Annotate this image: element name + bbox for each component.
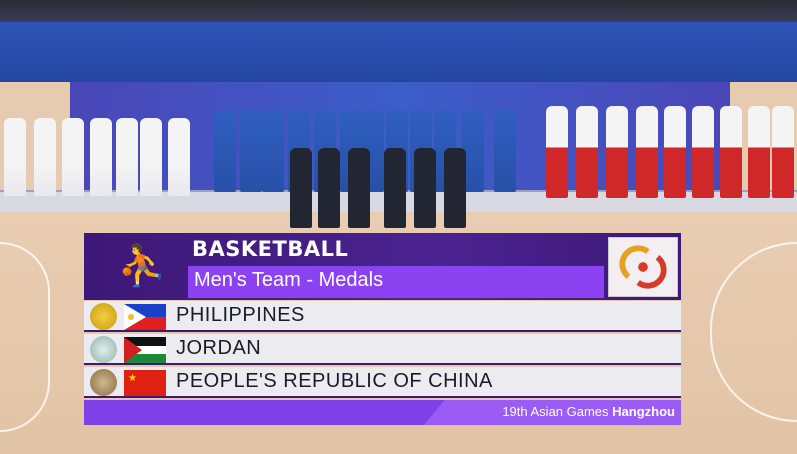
athlete xyxy=(772,106,794,198)
athlete xyxy=(290,148,312,228)
graphic-footer: 19th Asian Games Hangzhou xyxy=(84,400,681,425)
result-row-gold: PHILIPPINES xyxy=(84,301,681,332)
host-city: Hangzhou xyxy=(612,404,675,419)
athlete xyxy=(576,106,598,198)
athlete xyxy=(140,118,162,196)
basketball-pictogram-icon: ⛹ xyxy=(117,243,167,289)
svg-text:★: ★ xyxy=(128,373,137,384)
bronze-medal-icon xyxy=(90,369,117,396)
event-title: Men's Team - Medals xyxy=(188,266,604,298)
athlete xyxy=(444,148,466,228)
country-name: PEOPLE'S REPUBLIC OF CHINA xyxy=(176,370,493,392)
athlete xyxy=(664,106,686,198)
athlete xyxy=(62,118,84,196)
athlete xyxy=(494,110,516,192)
arena-stands xyxy=(0,22,797,82)
country-name: PHILIPPINES xyxy=(176,304,305,326)
athlete xyxy=(636,106,658,198)
medal-results-graphic: ⛹ BASKETBALL Men's Team - Medals PHILIPP… xyxy=(84,233,681,425)
china-flag-icon: ★ xyxy=(124,370,166,396)
athlete xyxy=(606,106,628,198)
court-arc-left xyxy=(0,242,50,432)
athlete xyxy=(384,148,406,228)
graphic-header: ⛹ BASKETBALL Men's Team - Medals xyxy=(84,233,681,300)
country-name: JORDAN xyxy=(176,337,262,359)
games-name: 19th Asian Games xyxy=(502,404,609,419)
athlete xyxy=(748,106,770,198)
athlete xyxy=(168,118,190,196)
gold-medal-icon xyxy=(90,303,117,330)
athlete xyxy=(318,148,340,228)
result-row-silver: JORDAN xyxy=(84,334,681,365)
spectator-crowd xyxy=(0,0,797,22)
athlete xyxy=(546,106,568,198)
games-caption: 19th Asian Games Hangzhou xyxy=(502,404,675,419)
athlete xyxy=(214,110,236,192)
result-row-bronze: ★ PEOPLE'S REPUBLIC OF CHINA xyxy=(84,367,681,398)
silver-medal-icon xyxy=(90,336,117,363)
athlete xyxy=(462,110,484,192)
athlete xyxy=(262,110,284,192)
sport-title: BASKETBALL xyxy=(192,237,349,261)
jordan-flag-icon xyxy=(124,337,166,363)
athlete xyxy=(720,106,742,198)
philippines-flag-icon xyxy=(124,304,166,330)
athlete xyxy=(692,106,714,198)
athlete xyxy=(34,118,56,196)
asian-games-logo xyxy=(608,237,678,297)
athlete xyxy=(348,148,370,228)
athlete xyxy=(414,148,436,228)
athlete xyxy=(240,110,262,192)
footer-tag: 19th Asian Games Hangzhou xyxy=(424,400,681,425)
athlete xyxy=(4,118,26,196)
athlete xyxy=(116,118,138,196)
court-arc-right xyxy=(710,242,797,422)
athlete xyxy=(90,118,112,196)
